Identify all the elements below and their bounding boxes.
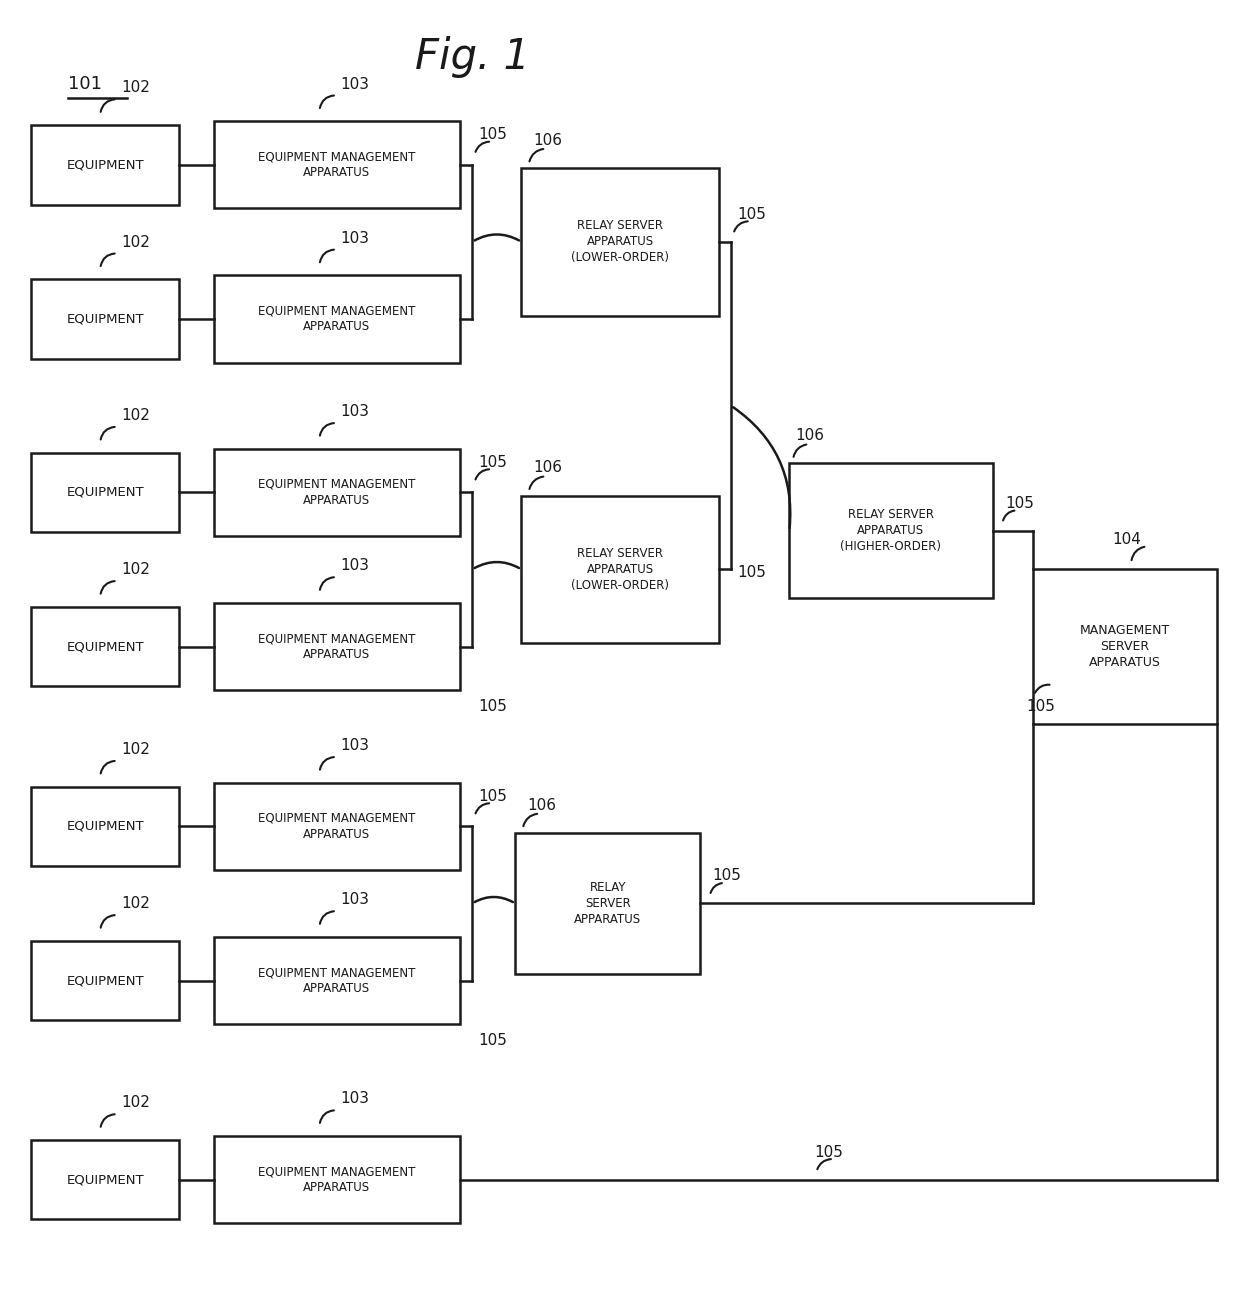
- Text: 105: 105: [813, 1144, 843, 1160]
- Text: 104: 104: [1112, 531, 1142, 547]
- Text: 105: 105: [737, 565, 766, 581]
- FancyBboxPatch shape: [522, 495, 718, 644]
- FancyBboxPatch shape: [213, 782, 460, 870]
- Text: 105: 105: [479, 789, 507, 804]
- Text: EQUIPMENT MANAGEMENT
APPARATUS: EQUIPMENT MANAGEMENT APPARATUS: [258, 632, 415, 661]
- FancyBboxPatch shape: [31, 1140, 179, 1219]
- FancyBboxPatch shape: [31, 279, 179, 358]
- Text: 102: 102: [122, 896, 150, 912]
- Text: Fig. 1: Fig. 1: [414, 36, 529, 79]
- Text: 102: 102: [122, 409, 150, 423]
- Text: 105: 105: [1004, 495, 1034, 511]
- FancyBboxPatch shape: [213, 275, 460, 362]
- Text: RELAY
SERVER
APPARATUS: RELAY SERVER APPARATUS: [574, 881, 641, 926]
- FancyBboxPatch shape: [213, 122, 460, 208]
- Text: 106: 106: [528, 798, 557, 813]
- Text: 105: 105: [737, 207, 766, 221]
- Text: EQUIPMENT MANAGEMENT
APPARATUS: EQUIPMENT MANAGEMENT APPARATUS: [258, 150, 415, 180]
- FancyBboxPatch shape: [31, 125, 179, 204]
- Text: RELAY SERVER
APPARATUS
(LOWER-ORDER): RELAY SERVER APPARATUS (LOWER-ORDER): [570, 547, 670, 592]
- FancyBboxPatch shape: [31, 941, 179, 1020]
- Text: MANAGEMENT
SERVER
APPARATUS: MANAGEMENT SERVER APPARATUS: [1080, 625, 1171, 668]
- Text: 106: 106: [796, 428, 825, 443]
- Text: 102: 102: [122, 742, 150, 756]
- Text: EQUIPMENT: EQUIPMENT: [67, 820, 144, 833]
- Text: 106: 106: [533, 133, 563, 147]
- FancyBboxPatch shape: [213, 937, 460, 1024]
- FancyBboxPatch shape: [31, 606, 179, 687]
- Text: 102: 102: [122, 1095, 150, 1111]
- FancyBboxPatch shape: [516, 833, 701, 974]
- Text: 105: 105: [479, 1033, 507, 1047]
- Text: EQUIPMENT MANAGEMENT
APPARATUS: EQUIPMENT MANAGEMENT APPARATUS: [258, 478, 415, 507]
- FancyBboxPatch shape: [790, 463, 992, 599]
- Text: EQUIPMENT: EQUIPMENT: [67, 486, 144, 499]
- Text: EQUIPMENT: EQUIPMENT: [67, 974, 144, 987]
- Text: 102: 102: [122, 234, 150, 250]
- Text: EQUIPMENT: EQUIPMENT: [67, 313, 144, 326]
- FancyBboxPatch shape: [213, 603, 460, 690]
- Text: 105: 105: [1027, 698, 1055, 714]
- Text: EQUIPMENT: EQUIPMENT: [67, 1173, 144, 1186]
- Text: 103: 103: [341, 230, 370, 246]
- Text: 103: 103: [341, 1091, 370, 1107]
- Text: 103: 103: [341, 559, 370, 573]
- Text: RELAY SERVER
APPARATUS
(HIGHER-ORDER): RELAY SERVER APPARATUS (HIGHER-ORDER): [841, 508, 941, 553]
- Text: EQUIPMENT: EQUIPMENT: [67, 158, 144, 171]
- FancyBboxPatch shape: [522, 168, 718, 315]
- FancyBboxPatch shape: [213, 1137, 460, 1223]
- Text: EQUIPMENT MANAGEMENT
APPARATUS: EQUIPMENT MANAGEMENT APPARATUS: [258, 304, 415, 334]
- Text: EQUIPMENT MANAGEMENT
APPARATUS: EQUIPMENT MANAGEMENT APPARATUS: [258, 812, 415, 840]
- Text: EQUIPMENT MANAGEMENT
APPARATUS: EQUIPMENT MANAGEMENT APPARATUS: [258, 1165, 415, 1195]
- Text: 103: 103: [341, 892, 370, 908]
- Text: 105: 105: [712, 869, 742, 883]
- FancyBboxPatch shape: [213, 449, 460, 537]
- Text: EQUIPMENT MANAGEMENT
APPARATUS: EQUIPMENT MANAGEMENT APPARATUS: [258, 966, 415, 996]
- Text: 105: 105: [479, 455, 507, 469]
- Text: 103: 103: [341, 738, 370, 753]
- Text: RELAY SERVER
APPARATUS
(LOWER-ORDER): RELAY SERVER APPARATUS (LOWER-ORDER): [570, 220, 670, 264]
- Text: 105: 105: [479, 127, 507, 142]
- FancyBboxPatch shape: [31, 453, 179, 533]
- Text: 105: 105: [479, 698, 507, 714]
- Text: 102: 102: [122, 562, 150, 577]
- FancyBboxPatch shape: [31, 786, 179, 866]
- Text: 101: 101: [68, 75, 102, 93]
- Text: 106: 106: [533, 460, 563, 476]
- Text: EQUIPMENT: EQUIPMENT: [67, 640, 144, 653]
- Text: 103: 103: [341, 76, 370, 92]
- Text: 102: 102: [122, 80, 150, 96]
- Text: 103: 103: [341, 405, 370, 419]
- FancyBboxPatch shape: [1033, 569, 1218, 724]
